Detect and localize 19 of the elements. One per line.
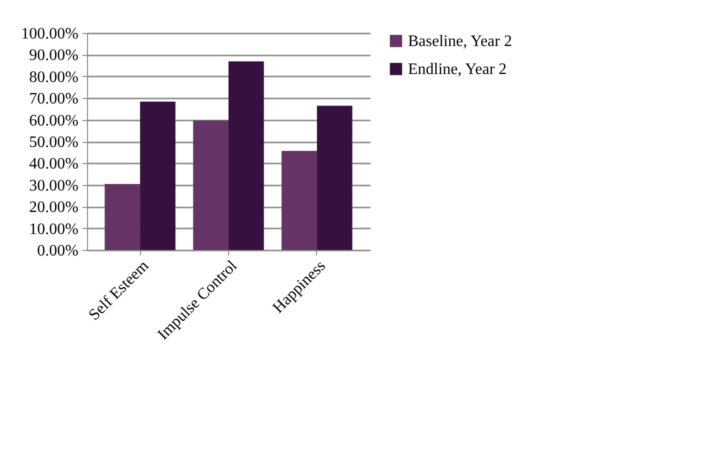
y-tick-label: 60.00% bbox=[29, 112, 78, 130]
bar bbox=[140, 102, 176, 250]
y-tick-label: 40.00% bbox=[29, 156, 78, 173]
bar bbox=[193, 120, 228, 250]
y-tick-label: 30.00% bbox=[29, 177, 78, 194]
y-tick-label: 80.00% bbox=[29, 68, 78, 86]
y-tick-label: 0.00% bbox=[37, 242, 78, 260]
bar bbox=[228, 61, 264, 250]
legend-label: Baseline, Year 2 bbox=[408, 33, 512, 50]
y-tick-label: 20.00% bbox=[29, 199, 78, 216]
y-tick-label: 50.00% bbox=[29, 134, 78, 151]
y-tick-label: 10.00% bbox=[29, 220, 78, 238]
bar bbox=[282, 150, 317, 250]
legend-label: Endline, Year 2 bbox=[408, 61, 507, 78]
bar bbox=[316, 106, 352, 250]
y-tick-label: 70.00% bbox=[29, 90, 78, 108]
y-tick-label: 100.00% bbox=[21, 26, 78, 42]
y-tick-label: 90.00% bbox=[29, 47, 78, 64]
bar bbox=[104, 184, 140, 250]
